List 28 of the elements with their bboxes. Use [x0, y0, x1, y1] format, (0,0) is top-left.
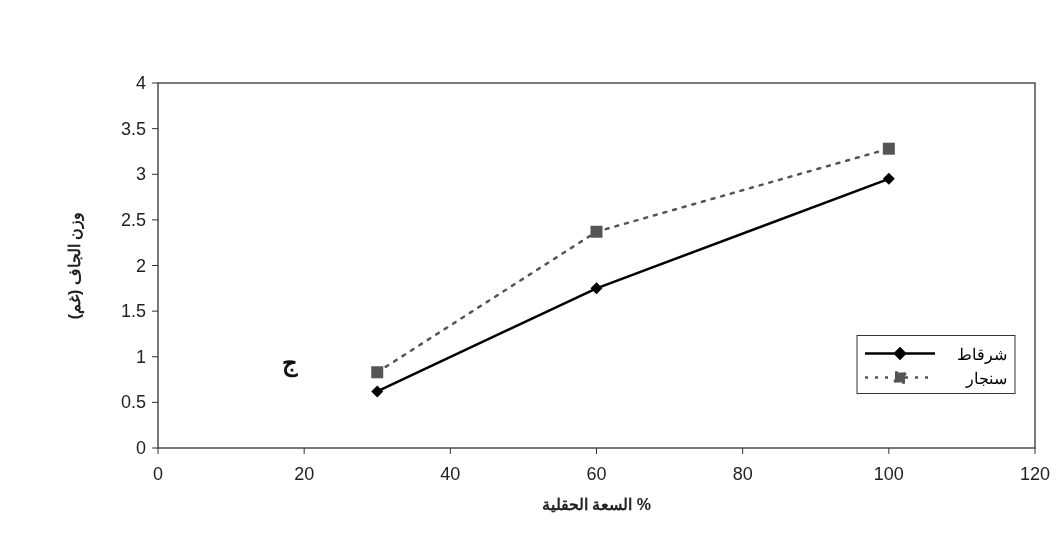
x-axis-title: السعة الحقلية %	[541, 496, 652, 513]
y-axis-title: وزن الجاف (غم)	[66, 211, 85, 320]
x-tick-label: 60	[586, 464, 607, 484]
x-tick-label: 80	[732, 464, 753, 484]
y-tick-label: 3	[135, 164, 146, 185]
y-tick-label: 0	[135, 438, 146, 458]
y-tick-label: 4	[135, 73, 146, 93]
y-tick-label: 2.5	[120, 209, 146, 230]
point	[882, 142, 895, 155]
x-tick-label: 0	[152, 464, 164, 484]
y-tick-label: 0.5	[120, 392, 146, 413]
x-tick-label: 100	[873, 464, 904, 484]
legend-label: شرقاط	[957, 345, 1007, 364]
y-tick-label: 3.5	[120, 118, 146, 139]
y-tick-label: 1.5	[120, 301, 146, 322]
legend-label: سنجار	[965, 369, 1007, 388]
point	[371, 385, 384, 398]
y-tick-label: 2	[135, 255, 146, 276]
y-tick-label: 1	[135, 346, 146, 367]
annotation: ج	[281, 349, 298, 379]
x-tick-label: 20	[294, 464, 315, 484]
point	[371, 366, 384, 379]
legend: شرقاط سنجار	[856, 335, 1016, 394]
point	[882, 172, 895, 185]
point	[590, 282, 603, 295]
x-tick-label: 40	[440, 464, 461, 484]
point	[590, 225, 603, 238]
x-tick-label: 120	[1019, 464, 1051, 484]
